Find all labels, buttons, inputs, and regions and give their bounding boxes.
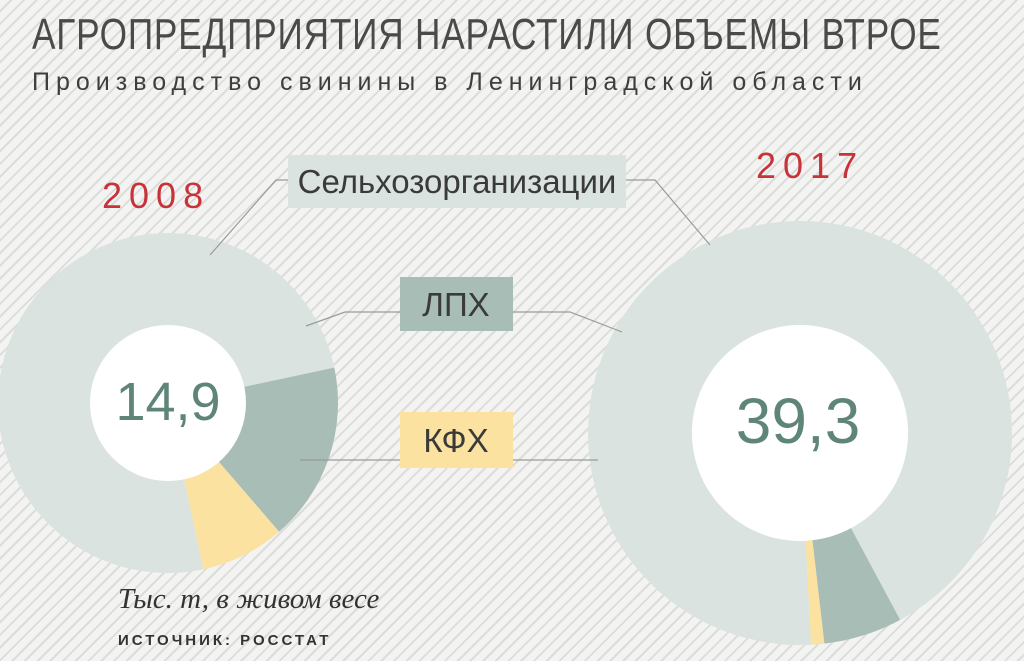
donut-2017 xyxy=(587,220,1012,645)
year-label-2017: 2017 xyxy=(756,145,864,186)
source-note: ИСТОЧНИК: РОССТАТ xyxy=(118,632,332,649)
legend-label-lph: ЛПХ xyxy=(422,286,489,323)
legend-swatch-lph xyxy=(400,277,513,331)
donut-hole xyxy=(90,325,246,481)
leader-line xyxy=(305,311,400,327)
chart-title: АГРОПРЕДПРИЯТИЯ НАРАСТИЛИ ОБЪЕМЫ ВТРОЕ xyxy=(32,10,942,59)
total-value-2008: 14,9 xyxy=(115,372,220,432)
legend-label-agro: Сельхозорганизации xyxy=(298,163,617,200)
legend-swatch-kfh xyxy=(400,412,513,468)
total-value-2017: 39,3 xyxy=(736,385,861,457)
chart-subtitle: Производство свинины в Ленинградской обл… xyxy=(32,68,868,96)
leader-line xyxy=(513,311,623,333)
donut-2008 xyxy=(0,233,339,573)
leader-line xyxy=(209,179,290,256)
leader-line xyxy=(626,179,711,246)
donut-hole xyxy=(692,325,908,541)
legend-label-kfh: КФХ xyxy=(423,422,488,459)
unit-note: Тыс. т, в живом весе xyxy=(118,583,380,615)
year-label-2008: 2008 xyxy=(102,175,210,216)
legend-swatch-agro xyxy=(288,155,626,208)
